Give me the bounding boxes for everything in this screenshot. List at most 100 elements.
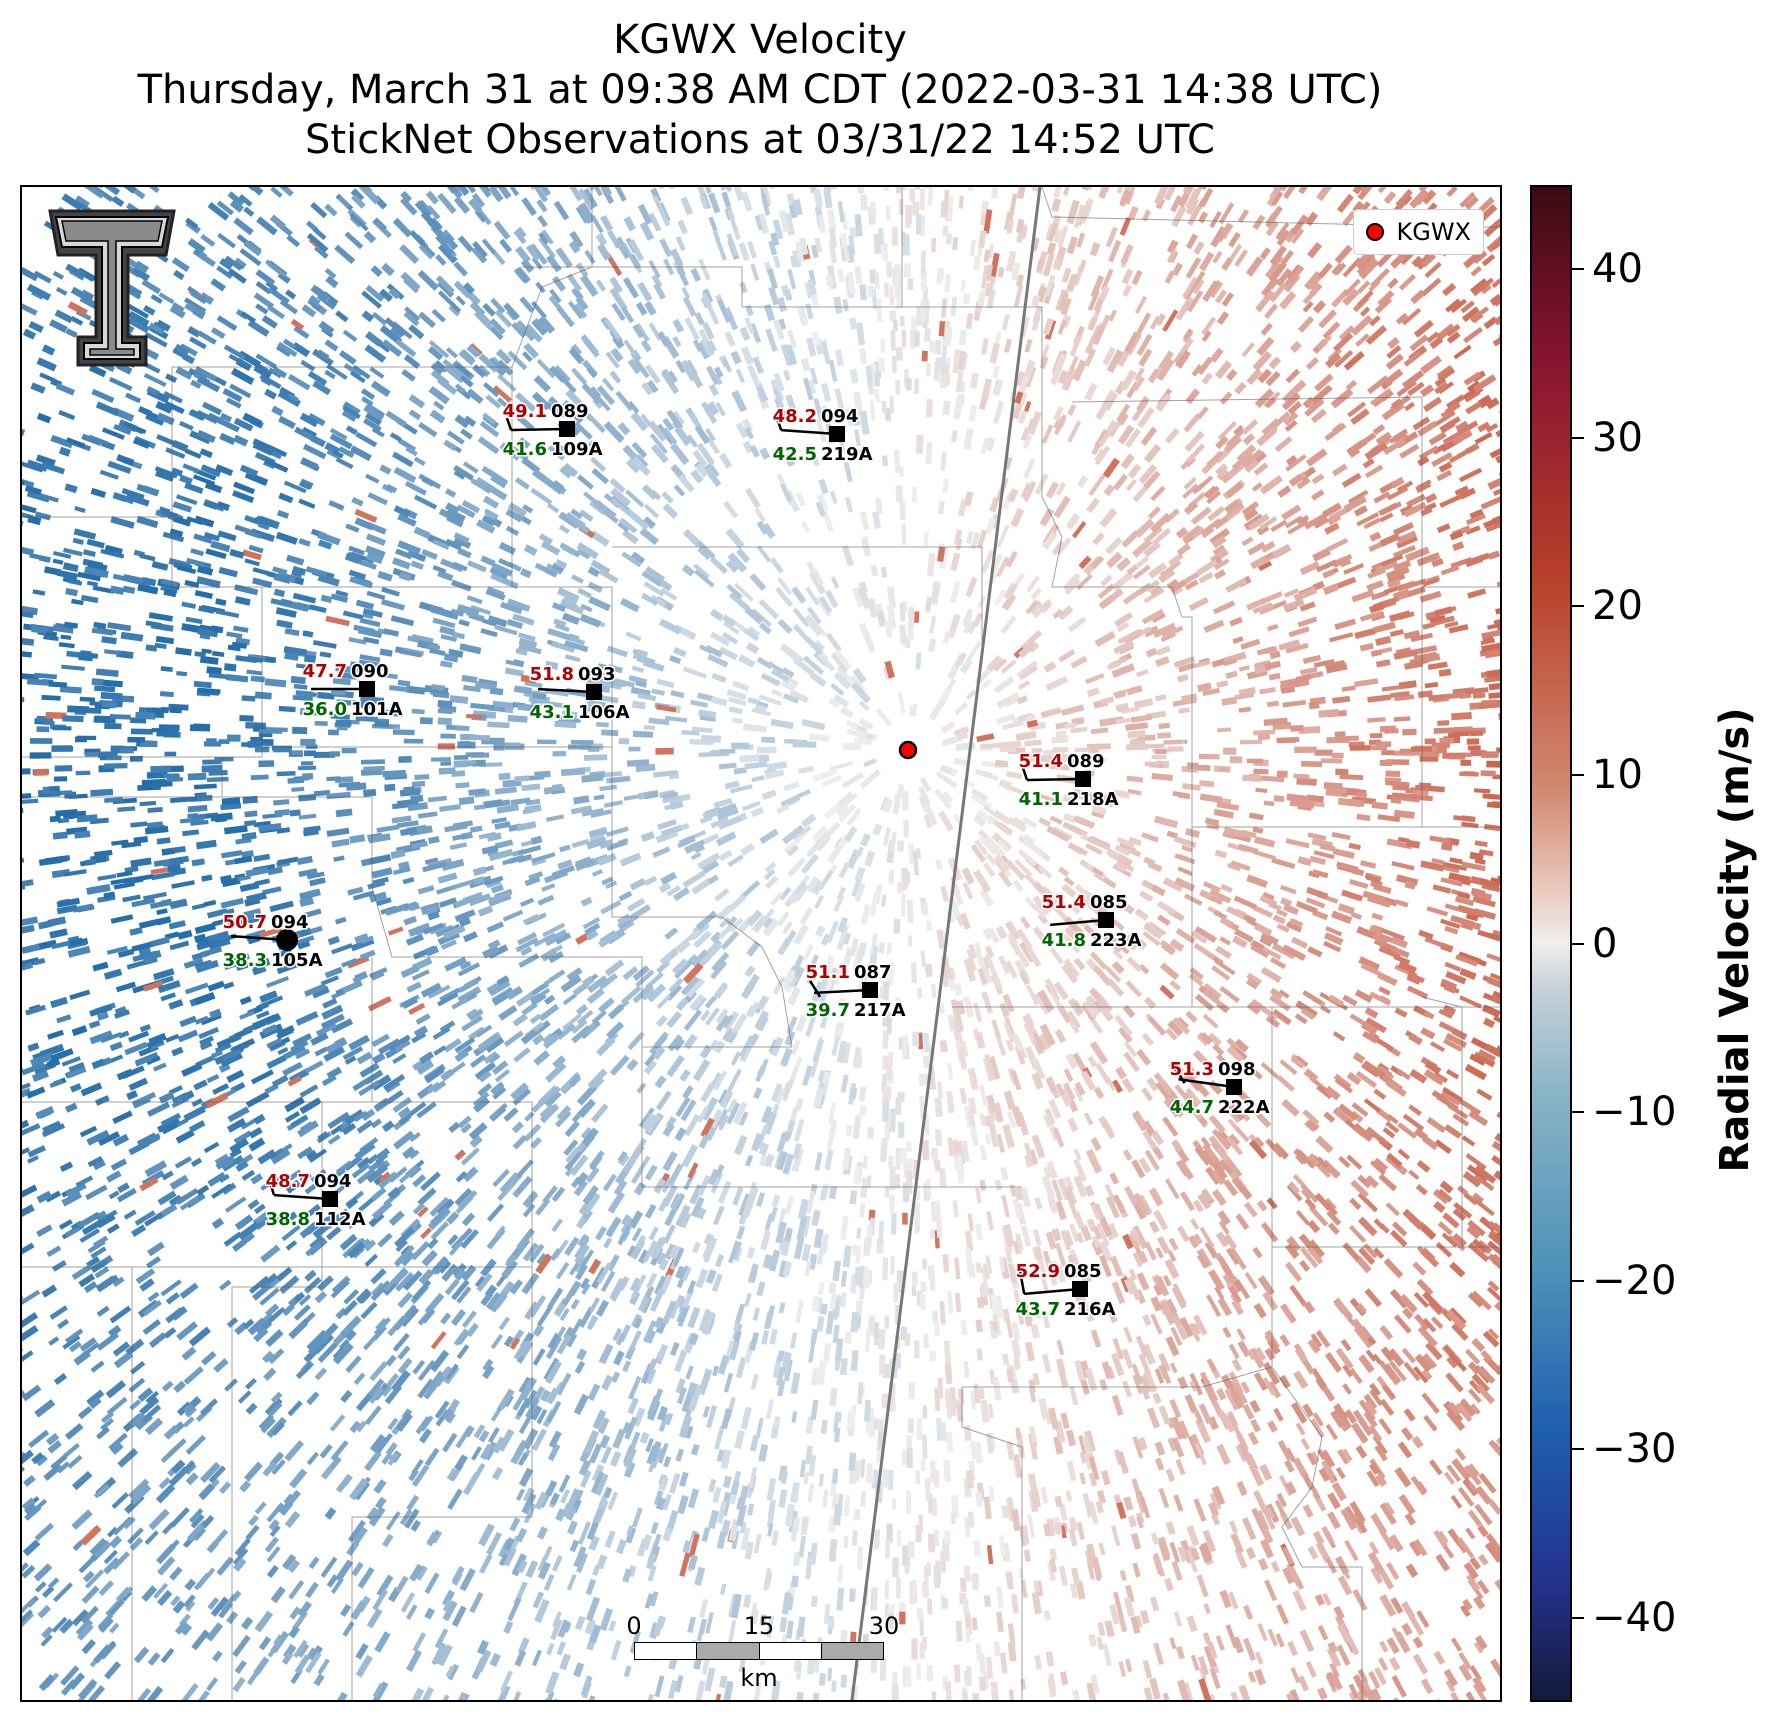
station-id: 216A	[1064, 1299, 1116, 1320]
station-temperature: 52.9	[1016, 1261, 1060, 1282]
wind-barb-tick	[1018, 1271, 1026, 1295]
scale-bar: 0 15 30 km	[626, 1612, 899, 1692]
radar-site-marker	[898, 740, 918, 760]
wind-barb	[510, 427, 568, 432]
colorbar-tick	[1572, 773, 1584, 776]
station-wind-direction: 089	[1067, 751, 1105, 772]
station-wind-direction: 094	[314, 1171, 352, 1192]
station-temperature: 51.1	[806, 962, 850, 983]
station-id: 109A	[551, 439, 603, 460]
colorbar	[1530, 185, 1572, 1702]
station-223A[interactable]	[1050, 912, 1114, 928]
scale-segment-1	[634, 1642, 697, 1660]
station-219A[interactable]	[775, 417, 845, 442]
station-temperature: 51.3	[1170, 1059, 1214, 1080]
colorbar-tick-label: −10	[1592, 1089, 1677, 1136]
station-marker	[1075, 771, 1091, 787]
wind-barb-tick	[268, 1182, 276, 1196]
legend-label: KGWX	[1396, 218, 1471, 246]
station-wind-direction: 098	[1218, 1059, 1256, 1080]
station-wind-direction: 089	[551, 401, 589, 422]
station-218A[interactable]	[1021, 767, 1091, 787]
station-dewpoint: 41.1	[1019, 789, 1063, 810]
title-line-1: KGWX Velocity	[613, 17, 907, 63]
station-temperature: 51.4	[1019, 751, 1063, 772]
wind-barb	[814, 988, 871, 995]
station-dewpoint: 41.8	[1042, 930, 1086, 951]
colorbar-tick-label: 40	[1592, 246, 1643, 293]
station-dewpoint: 43.1	[530, 702, 574, 723]
station-dewpoint: 38.3	[223, 950, 267, 971]
station-105A[interactable]	[231, 929, 298, 951]
wind-barb-tick	[1173, 1066, 1186, 1084]
station-wind-direction: 085	[1090, 892, 1128, 913]
velocity-pixels	[22, 187, 1500, 1700]
station-temperature: 48.7	[266, 1171, 310, 1192]
wind-barb-tick	[505, 417, 513, 431]
station-wind-direction: 090	[351, 661, 389, 682]
station-id: 217A	[854, 1000, 906, 1021]
station-marker	[1072, 1281, 1088, 1297]
wind-barb	[1026, 777, 1084, 782]
station-temperature: 51.4	[1042, 892, 1086, 913]
title-line-3: StickNet Observations at 03/31/22 14:52 …	[305, 117, 1215, 163]
station-marker	[1226, 1079, 1242, 1095]
wind-barb-tick	[809, 980, 822, 998]
colorbar-tick-label: −30	[1592, 1426, 1677, 1473]
station-temperature: 49.1	[503, 401, 547, 422]
calm-wind-marker	[276, 929, 298, 951]
station-marker	[586, 684, 602, 700]
station-dewpoint: 42.5	[773, 444, 817, 465]
colorbar-tick	[1572, 268, 1584, 271]
station-wind-direction: 094	[271, 912, 309, 933]
scale-label-0: 0	[626, 1612, 642, 1640]
station-101A[interactable]	[311, 681, 375, 697]
station-marker	[862, 982, 878, 998]
station-id: 218A	[1067, 789, 1119, 810]
highway-line	[850, 187, 1042, 1700]
texas-tech-logo	[48, 209, 176, 367]
station-id: 105A	[271, 950, 323, 971]
station-109A[interactable]	[505, 417, 575, 437]
radar-map[interactable]: 49.1 089 41.6 109A 48.2 094 42.5 219A 47.7 090 36.…	[20, 185, 1502, 1702]
colorbar-tick-label: 0	[1592, 920, 1618, 967]
colorbar-title: Radial Velocity (m/s)	[1712, 707, 1758, 1173]
colorbar-tick	[1572, 436, 1584, 439]
station-wind-direction: 087	[854, 962, 892, 983]
station-temperature: 50.7	[223, 912, 267, 933]
station-temperature: 47.7	[303, 661, 347, 682]
station-dewpoint: 38.8	[266, 1209, 310, 1230]
station-id: 222A	[1218, 1097, 1270, 1118]
station-wind-direction: 085	[1064, 1261, 1102, 1282]
station-wind-direction: 093	[578, 664, 616, 685]
colorbar-tick-label: 20	[1592, 583, 1643, 630]
wind-barb-tick	[775, 417, 783, 431]
station-dewpoint: 43.7	[1016, 1299, 1060, 1320]
station-106A[interactable]	[538, 684, 602, 700]
station-216A[interactable]	[1018, 1271, 1088, 1297]
station-id: 106A	[578, 702, 630, 723]
colorbar-tick-label: 10	[1592, 751, 1643, 798]
station-dewpoint: 44.7	[1170, 1097, 1214, 1118]
colorbar-tick	[1572, 1111, 1584, 1114]
station-marker	[1098, 912, 1114, 928]
station-id: 223A	[1090, 930, 1142, 951]
colorbar-tick-label: −20	[1592, 1257, 1677, 1304]
station-217A[interactable]	[809, 980, 878, 998]
scale-label-15: 15	[743, 1612, 775, 1640]
scale-segment-4	[821, 1642, 884, 1660]
station-wind-direction: 094	[821, 406, 859, 427]
colorbar-tick	[1572, 1448, 1584, 1451]
map-legend: KGWX	[1353, 209, 1484, 255]
colorbar-tick	[1572, 605, 1584, 608]
scale-label-30: 30	[868, 1612, 900, 1640]
station-marker	[829, 426, 845, 442]
wind-barb	[538, 687, 595, 694]
station-112A[interactable]	[268, 1182, 338, 1207]
station-id: 219A	[821, 444, 873, 465]
radar-marker-icon	[1366, 223, 1385, 241]
colorbar-tick	[1572, 1279, 1584, 1282]
station-222A[interactable]	[1173, 1066, 1243, 1095]
wind-barb	[781, 428, 838, 436]
